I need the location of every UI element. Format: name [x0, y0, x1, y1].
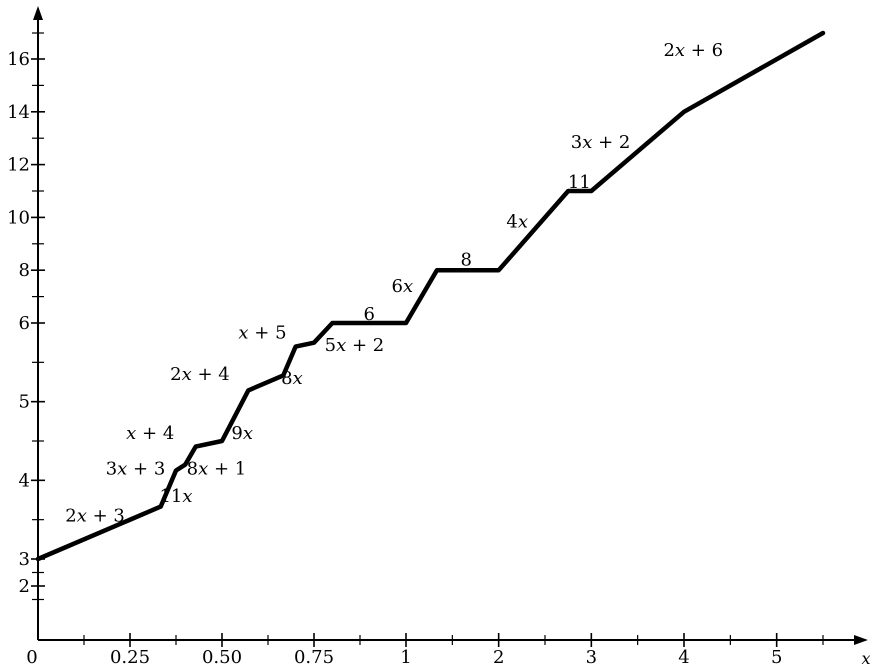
- segment-label: 2x + 6: [663, 40, 723, 61]
- series-line: [35, 30, 826, 562]
- segment-label: 8x: [281, 368, 303, 389]
- x-axis-arrow: [854, 635, 868, 645]
- x-tick-label: 3: [586, 647, 597, 668]
- x-tick-label: 0: [26, 647, 37, 668]
- x-tick-label: 4: [678, 647, 689, 668]
- y-axis-arrow: [33, 6, 43, 20]
- x-tick-label: 1: [400, 647, 411, 668]
- segment-label: 2x + 4: [170, 364, 230, 385]
- segment-label: 11: [568, 172, 591, 193]
- segment-label: 5x + 2: [325, 335, 385, 356]
- y-tick-label: 2: [19, 576, 30, 597]
- segment-label: 2x + 3: [65, 506, 125, 527]
- segment-label: 3x + 3: [106, 459, 166, 480]
- segment-label: x + 4: [126, 423, 174, 444]
- x-tick-label: 0.50: [202, 647, 242, 668]
- y-tick-label: 6: [19, 313, 30, 334]
- segment-label: 9x: [231, 423, 253, 444]
- y-tick-label: 12: [7, 155, 30, 176]
- segment-label: 6: [363, 304, 374, 325]
- y-tick-label: 8: [19, 260, 30, 281]
- segment-label: 8: [461, 250, 472, 271]
- segment-label: 6x: [392, 276, 414, 297]
- y-tick-label: 16: [7, 49, 30, 70]
- axes: x: [33, 6, 871, 668]
- series: [35, 30, 826, 562]
- x-tick-label: 0.75: [294, 647, 334, 668]
- x-tick-label: 0.25: [110, 647, 150, 668]
- segment-label: x + 5: [238, 322, 286, 343]
- y-tick-label: 14: [7, 102, 30, 123]
- y-tick-label: 4: [19, 470, 30, 491]
- annotations: 2x + 3 11x 3x + 3 8x + 1 x + 4 9x 2x + 4 8x x + …: [65, 40, 723, 527]
- y-tick-label: 10: [7, 207, 30, 228]
- segment-label: 8x + 1: [187, 459, 247, 480]
- x-axis-title: x: [861, 649, 870, 668]
- segment-label: 3x + 2: [571, 132, 631, 153]
- y-tick-label: 5: [19, 392, 30, 413]
- x-tick-label: 2: [493, 647, 504, 668]
- segment-label: 4x: [506, 211, 528, 232]
- y-tick-label: 3: [19, 549, 30, 570]
- segment-label: 11x: [159, 486, 192, 507]
- x-tick-label: 5: [771, 647, 782, 668]
